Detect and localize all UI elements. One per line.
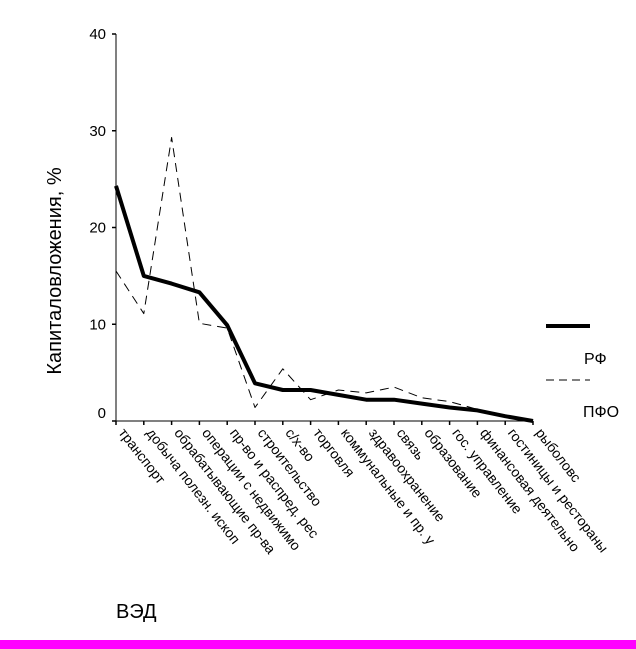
- y-tick-label: 0: [98, 405, 106, 422]
- x-axis-title: ВЭД: [116, 601, 157, 623]
- y-tick-label: 10: [89, 316, 106, 333]
- accent-bar: [0, 640, 636, 649]
- legend: РФ ПФО: [546, 324, 619, 421]
- y-tick-label: 20: [89, 220, 106, 237]
- legend-label: ПФО: [583, 404, 619, 421]
- plot-area: [114, 137, 534, 423]
- y-tick-label: 30: [89, 123, 106, 140]
- legend-label: РФ: [584, 351, 607, 368]
- series-line: [115, 137, 534, 422]
- y-tick-label: 40: [89, 26, 106, 43]
- y-axis-title: Капиталовложения, %: [44, 167, 66, 374]
- y-axis: 0 10 20 30 40: [89, 26, 117, 422]
- series-line: [114, 185, 534, 423]
